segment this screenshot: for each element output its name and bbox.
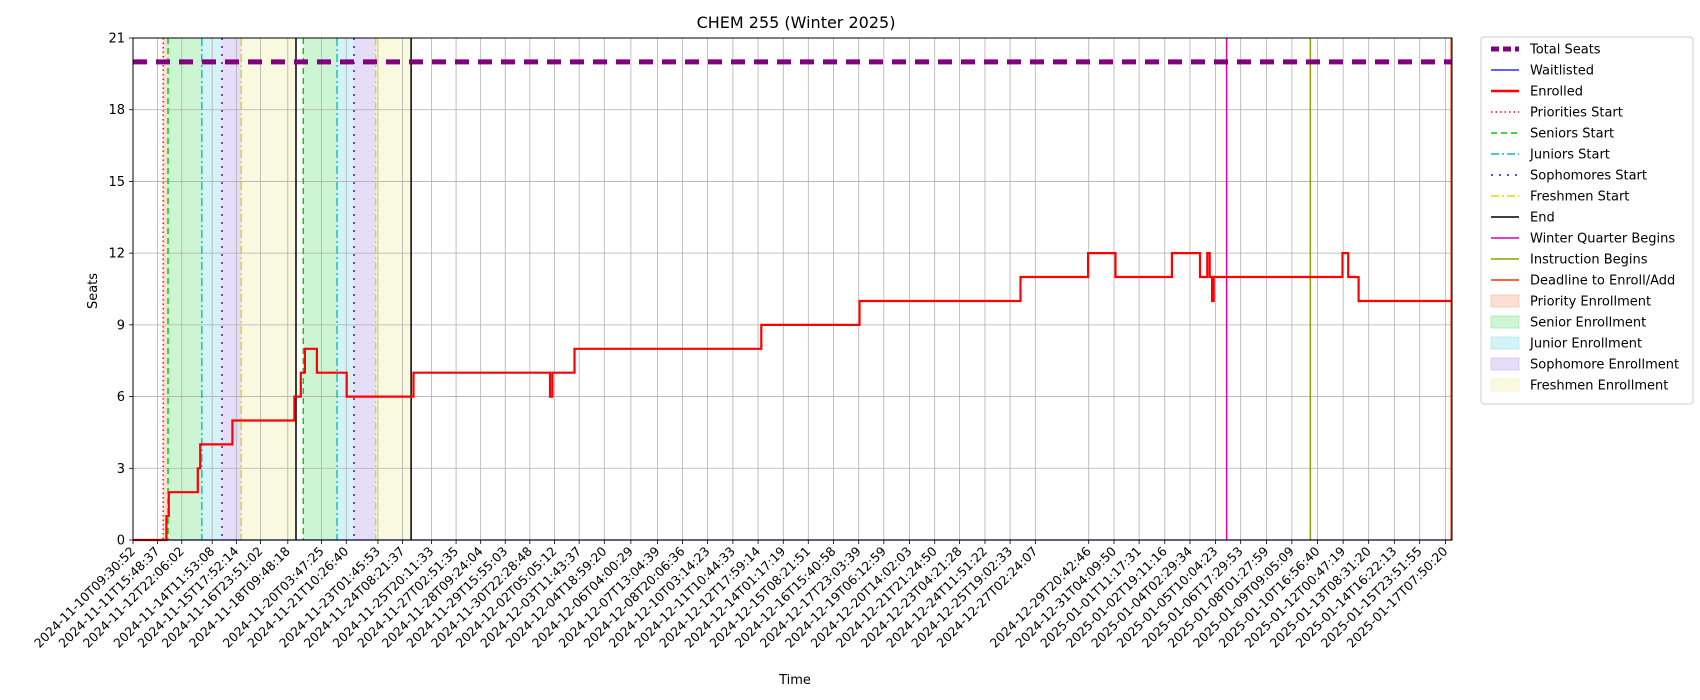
legend-item-winter-quarter-begins: Winter Quarter Begins — [1491, 232, 1675, 247]
legend-box — [1480, 36, 1694, 405]
legend-item-juniors-start: Juniors Start — [1491, 148, 1610, 163]
x-axis-label: Time — [778, 673, 811, 688]
legend-item-total-seats: Total Seats — [1491, 43, 1601, 58]
legend-item-seniors-start: Seniors Start — [1491, 127, 1614, 142]
series-enrolled — [133, 252, 1452, 542]
region-freshmen-enrollment — [375, 38, 412, 540]
legend-item-waitlisted: Waitlisted — [1491, 64, 1594, 79]
legend-item-end: End — [1491, 211, 1555, 226]
legend-swatch — [1490, 336, 1520, 350]
chart-title: CHEM 255 (Winter 2025) — [697, 13, 896, 32]
region-junior-enrollment — [337, 38, 354, 540]
y-tick-label: 9 — [117, 318, 125, 333]
y-tick-label: 3 — [117, 462, 125, 477]
legend-swatch — [1490, 294, 1520, 308]
legend-label: Priority Enrollment — [1530, 295, 1651, 310]
legend-label: Instruction Begins — [1530, 253, 1648, 268]
legend-label: Waitlisted — [1530, 64, 1594, 79]
legend-label: Enrolled — [1530, 85, 1583, 100]
y-tick-label: 0 — [117, 534, 125, 549]
x-axis-ticks: 2024-11-10T09:30:522024-11-11T15:48:3720… — [31, 540, 1451, 651]
legend-swatch — [1490, 315, 1520, 329]
y-tick-label: 12 — [108, 247, 125, 262]
y-tick-label: 15 — [108, 175, 125, 190]
legend-item-sophomores-start: Sophomores Start — [1491, 169, 1647, 184]
legend: Total Seats Waitlisted Enrolled Priorities … — [1480, 36, 1694, 405]
legend-item-freshmen-enrollment: Freshmen Enrollment — [1490, 378, 1668, 394]
legend-label: Priorities Start — [1530, 106, 1623, 121]
legend-swatch — [1490, 378, 1520, 392]
y-tick-label: 18 — [108, 103, 125, 118]
legend-label: Sophomore Enrollment — [1530, 358, 1679, 373]
legend-item-deadline-to-enroll-add: Deadline to Enroll/Add — [1491, 274, 1675, 289]
region-freshmen-enrollment — [241, 38, 297, 540]
region-senior-enrollment — [303, 38, 338, 540]
y-tick-label: 21 — [108, 32, 125, 47]
legend-item-sophomore-enrollment: Sophomore Enrollment — [1490, 357, 1679, 373]
legend-label: Junior Enrollment — [1529, 337, 1642, 352]
legend-label: End — [1530, 211, 1555, 226]
legend-label: Juniors Start — [1529, 148, 1610, 163]
legend-label: Sophomores Start — [1530, 169, 1647, 184]
region-sophomore-enrollment — [353, 38, 376, 540]
legend-label: Senior Enrollment — [1530, 316, 1646, 331]
legend-item-instruction-begins: Instruction Begins — [1491, 253, 1648, 268]
region-senior-enrollment — [168, 38, 202, 540]
legend-label: Winter Quarter Begins — [1530, 232, 1675, 247]
legend-item-priority-enrollment: Priority Enrollment — [1490, 294, 1651, 310]
legend-label: Seniors Start — [1530, 127, 1614, 142]
legend-item-junior-enrollment: Junior Enrollment — [1490, 336, 1642, 352]
y-axis-ticks: 0 3 6 9 12 15 18 21 — [108, 32, 133, 549]
y-tick-label: 6 — [117, 390, 125, 405]
region-sophomore-enrollment — [221, 38, 242, 540]
legend-item-senior-enrollment: Senior Enrollment — [1490, 315, 1646, 331]
y-axis-label: Seats — [86, 273, 101, 309]
legend-label: Freshmen Start — [1530, 190, 1629, 205]
region-priority-enrollment — [163, 38, 169, 540]
plot-frame — [132, 37, 1453, 541]
legend-item-priorities-start: Priorities Start — [1491, 106, 1623, 121]
legend-item-enrolled: Enrolled — [1491, 85, 1583, 100]
legend-label: Freshmen Enrollment — [1530, 379, 1668, 394]
legend-label: Deadline to Enroll/Add — [1530, 274, 1675, 289]
legend-label: Total Seats — [1529, 43, 1601, 58]
legend-item-freshmen-start: Freshmen Start — [1491, 190, 1629, 205]
vertical-markers — [162, 38, 1452, 540]
legend-swatch — [1490, 357, 1520, 371]
